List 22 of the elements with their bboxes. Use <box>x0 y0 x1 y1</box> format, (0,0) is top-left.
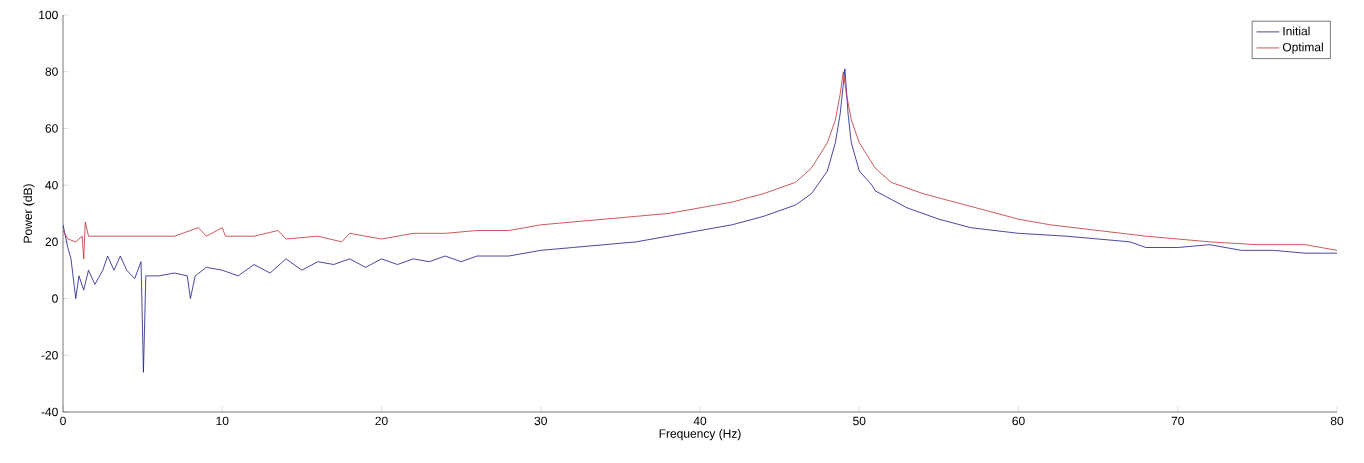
x-tick-label: 0 <box>60 416 66 426</box>
legend-label: Optimal <box>1282 42 1323 54</box>
y-tick-label: 60 <box>45 124 58 133</box>
x-tick-label: 50 <box>853 416 866 426</box>
y-tick-label: 0 <box>52 294 58 303</box>
x-tick-label: 70 <box>1171 416 1184 426</box>
x-tick-label: 10 <box>216 416 229 426</box>
x-tick-label: 40 <box>693 416 707 426</box>
y-tick-label: 80 <box>45 67 58 76</box>
x-tick-label: 30 <box>534 416 547 426</box>
y-tick-label: 100 <box>39 10 58 20</box>
x-tick-label: 60 <box>1012 416 1025 426</box>
x-axis-title: Frequency (Hz) <box>659 429 741 441</box>
legend-label: Initial <box>1283 26 1310 36</box>
x-tick-label: 20 <box>375 416 388 426</box>
y-tick-label: -20 <box>41 351 58 360</box>
y-axis-title: Power (dB) <box>23 184 35 243</box>
y-tick-label: -40 <box>41 407 58 417</box>
y-tick-label: 40 <box>45 180 58 190</box>
y-tick-label: 20 <box>45 237 58 247</box>
x-tick-label: 80 <box>1330 416 1344 426</box>
line-series <box>63 68 1337 373</box>
